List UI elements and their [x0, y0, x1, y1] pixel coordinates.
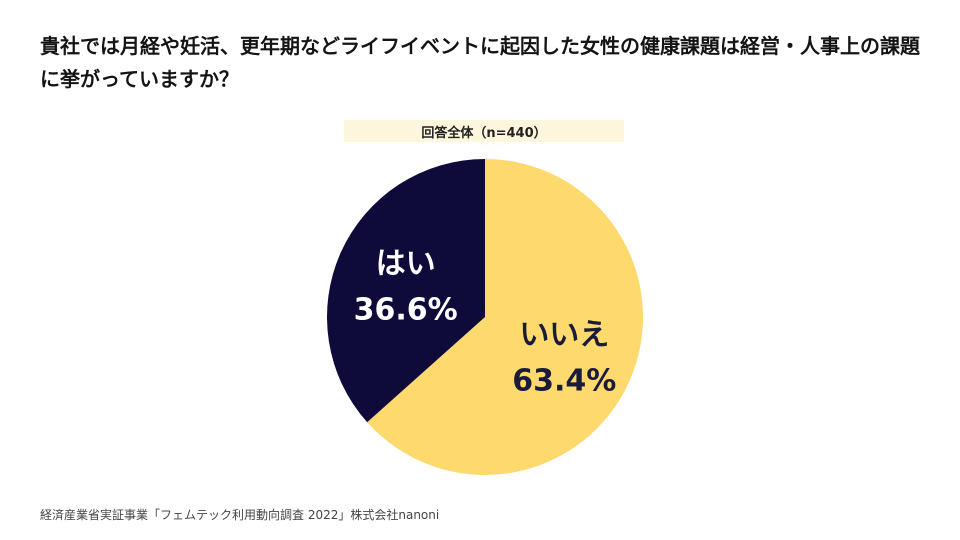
pie-slice-1: [326, 159, 485, 423]
pie-slice-0: [367, 159, 643, 475]
source-note: 経済産業省実証事業「フェムテック利用動向調査 2022」株式会社nanoni: [40, 508, 440, 522]
pie-chart: いいえ 63.4% はい 36.6%: [326, 159, 643, 475]
slice-label-1: はい: [376, 246, 436, 281]
slice-label-0: いいえ: [519, 318, 609, 353]
slice-value-0: 63.4%: [512, 364, 616, 399]
chart-subtitle: 回答全体（n=440）: [344, 120, 624, 142]
slice-value-1: 36.6%: [354, 292, 458, 327]
chart-title: 貴社では月経や妊活、更年期などライフイベントに起因した女性の健康課題は経営・人事…: [40, 34, 920, 91]
